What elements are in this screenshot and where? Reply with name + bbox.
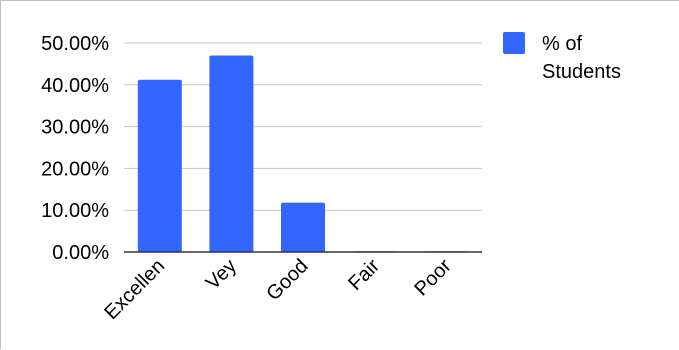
y-tick-label: 10.00% xyxy=(41,200,109,222)
y-tick-label: 50.00% xyxy=(41,33,109,55)
bar xyxy=(137,79,182,252)
y-tick-label: 30.00% xyxy=(41,117,109,139)
y-tick-label: 20.00% xyxy=(41,158,109,180)
legend: % of Students xyxy=(503,32,621,83)
x-category-label: Good xyxy=(262,255,312,305)
x-category-label: Poor xyxy=(410,255,456,301)
legend-swatch xyxy=(503,32,525,54)
y-tick-label: 0.00% xyxy=(52,242,109,264)
x-category-label: Excellen xyxy=(100,255,169,324)
legend-label-line-1: % of xyxy=(542,33,582,55)
x-category-label: Vey xyxy=(202,255,241,294)
gridlines xyxy=(124,42,482,211)
bar xyxy=(281,202,325,252)
bar xyxy=(209,55,254,252)
legend-label-line-2: Students xyxy=(542,61,621,83)
x-axis-category-labels: Excellen Vey Good Fair Poor xyxy=(100,255,456,324)
x-category-label: Fair xyxy=(344,255,384,295)
y-tick-label: 40.00% xyxy=(41,75,109,97)
y-axis-tick-labels: 0.00% 10.00% 20.00% 30.00% 40.00% 50.00% xyxy=(41,33,109,264)
